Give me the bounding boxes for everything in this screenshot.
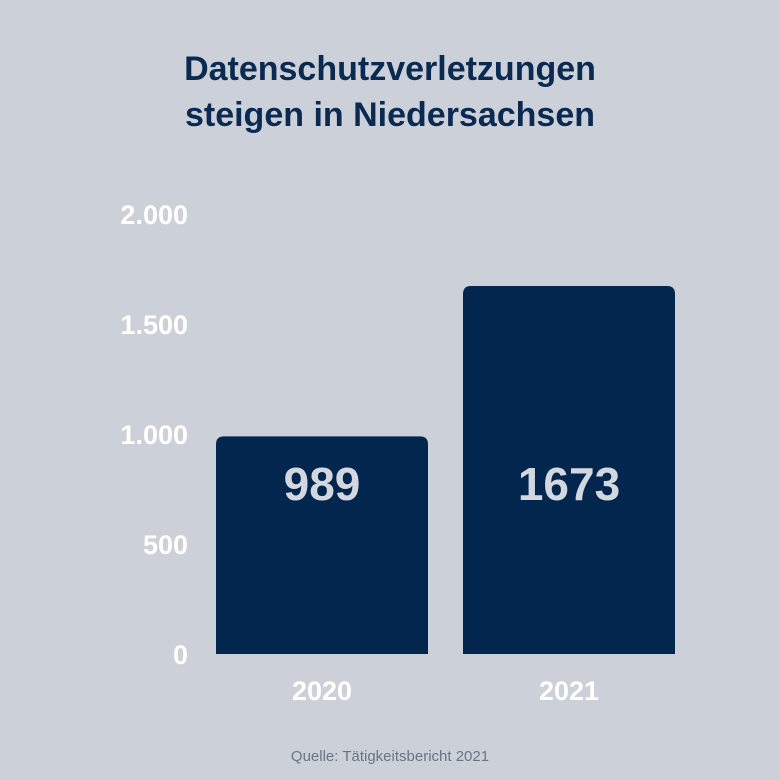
- bar-2021: [463, 285, 675, 654]
- x-tick-label: 2020: [292, 676, 352, 706]
- y-tick-label: 1.500: [120, 310, 188, 340]
- bar-value-label: 1673: [518, 458, 620, 510]
- x-tick-label: 2021: [539, 676, 599, 706]
- bar-value-label: 989: [284, 458, 361, 510]
- y-tick-label: 2.000: [120, 200, 188, 230]
- chart-title-line-1: Datenschutzverletzungen: [184, 50, 596, 88]
- chart-title-line-2: steigen in Niedersachsen: [184, 96, 596, 134]
- bar-2020: [216, 436, 428, 654]
- chart-title: Datenschutzverletzungen steigen in Niede…: [0, 46, 780, 138]
- source-note: Quelle: Tätigkeitsbericht 2021: [290, 748, 490, 765]
- y-tick-label: 0: [173, 640, 188, 670]
- y-tick-label: 1.000: [120, 420, 188, 450]
- y-tick-label: 500: [143, 530, 188, 560]
